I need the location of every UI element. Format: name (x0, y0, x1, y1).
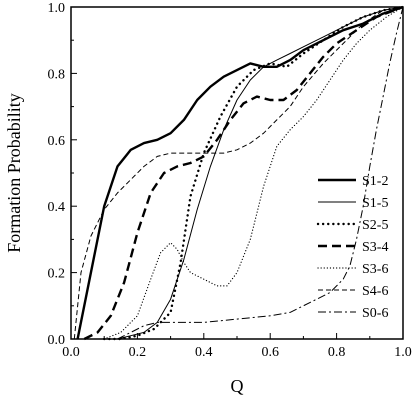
series-line-s4-6 (73, 6, 404, 340)
y-axis-title: Formation Probability (4, 93, 24, 253)
y-tick-label: 0.8 (48, 67, 66, 82)
series-line-s2-5 (102, 5, 405, 341)
y-tick-label: 0.2 (48, 267, 66, 282)
legend-label-s2-5: S2-5 (362, 218, 388, 233)
y-tick-label: 0.0 (48, 333, 66, 348)
x-axis-title: Q (231, 376, 244, 396)
legend-label-s1-5: S1-5 (362, 196, 388, 211)
series-line-s3-6 (103, 6, 404, 340)
series-line-s3-4 (83, 5, 404, 341)
series-line-s0-6 (117, 6, 404, 340)
legend-label-s3-6: S3-6 (362, 262, 388, 277)
y-tick-label: 1.0 (48, 1, 66, 16)
series-line-s1-5 (104, 6, 404, 340)
y-tick-label: 0.4 (48, 200, 66, 215)
plot-frame (70, 6, 404, 340)
x-tick-label: 0.4 (195, 345, 213, 360)
series-layer (73, 5, 405, 341)
legend-label-s4-6: S4-6 (362, 284, 388, 299)
series-line-s1-2 (76, 5, 404, 340)
legend-label-s0-6: S0-6 (362, 306, 388, 321)
legend-label-s1-2: S1-2 (362, 174, 388, 189)
tick-labels: 0.0 0.2 0.4 0.6 0.8 1.0 0.0 0.2 0.4 0.6 0.8 1.0 (48, 1, 412, 360)
x-tick-label: 1.0 (394, 345, 412, 360)
x-tick-label: 0.8 (328, 345, 346, 360)
legend-label-s3-4: S3-4 (362, 240, 388, 255)
legend: S1-2 S1-5 S2-5 S3-4 S3-6 S4-6 S0-6 (316, 174, 388, 321)
x-tick-label: 0.2 (129, 345, 147, 360)
y-tick-label: 0.6 (48, 134, 66, 149)
x-tick-label: 0.6 (261, 345, 279, 360)
x-tick-label: 0.0 (62, 345, 80, 360)
